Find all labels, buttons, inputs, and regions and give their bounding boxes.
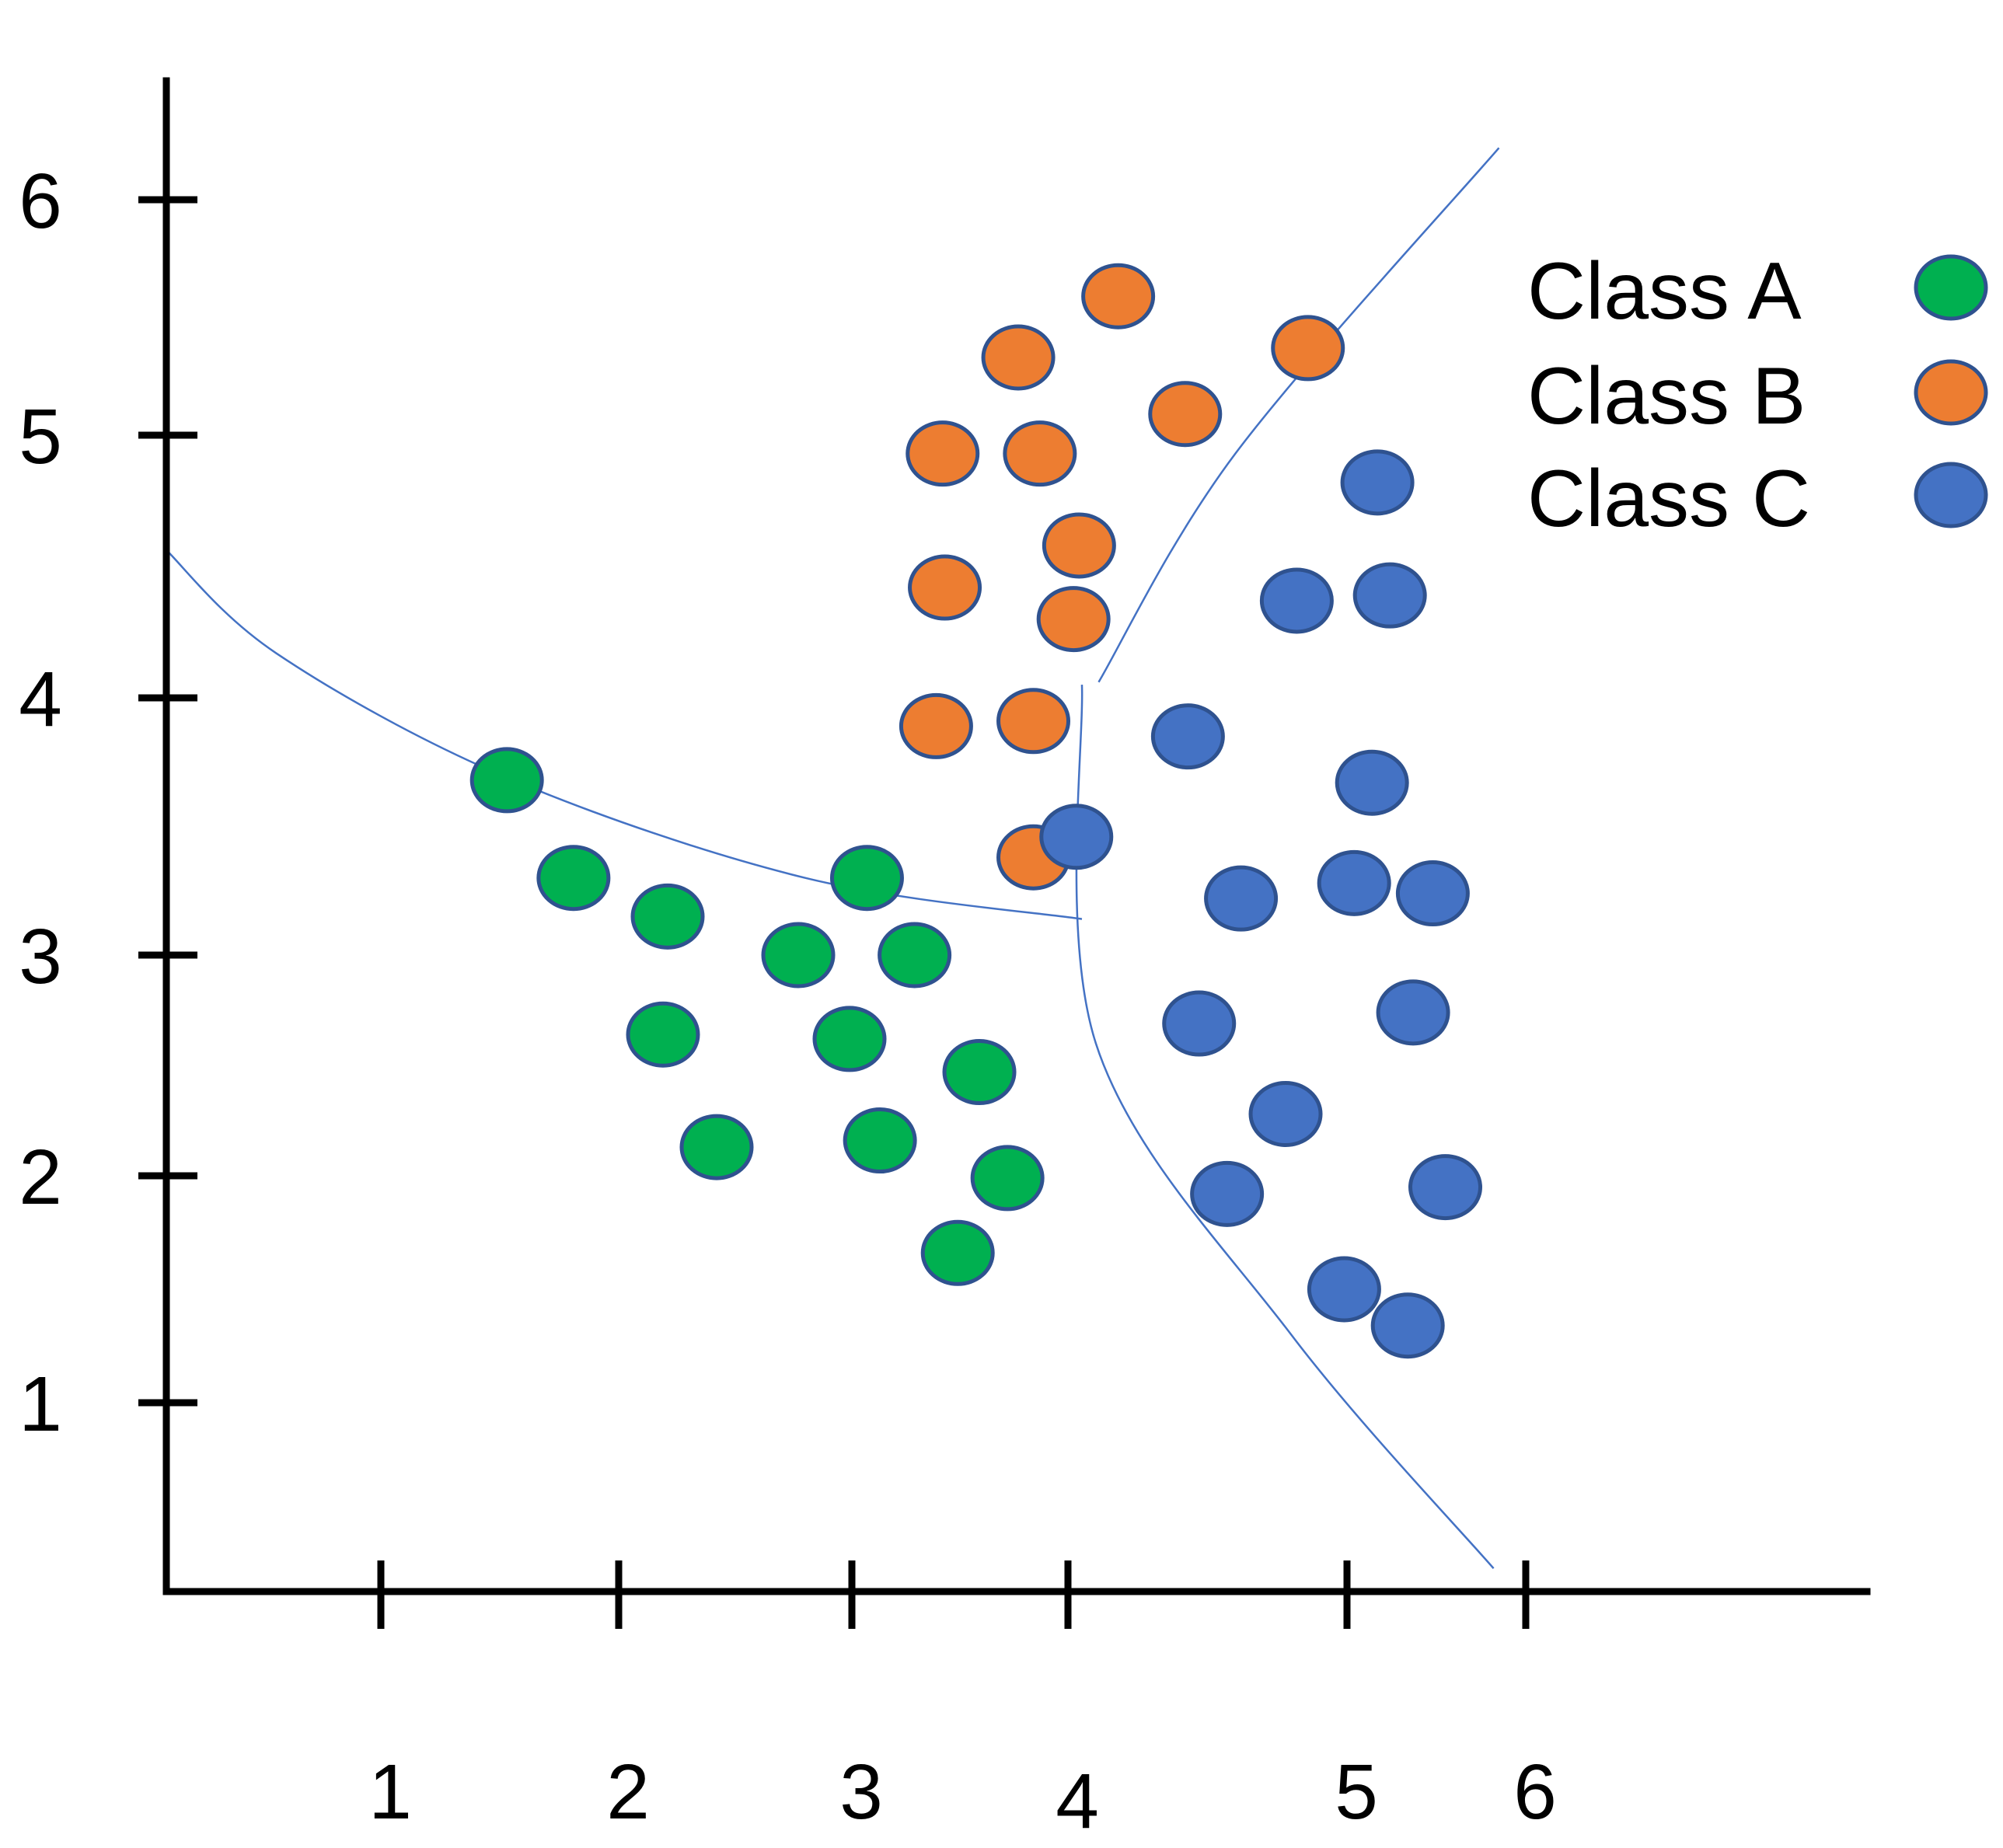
legend: Class A Class B Class C [1527,246,1988,544]
decision-boundary [1097,147,1500,683]
class-b-point [1271,315,1345,382]
legend-marker-class-a [1914,254,1988,321]
class-c-point [1395,860,1470,927]
y-tick-label: 3 [19,913,62,1000]
axis-ticks: 1 2 3 4 5 6 1 2 3 4 5 6 [19,158,1557,1845]
class-a-point [878,922,952,989]
x-tick-label: 2 [606,1749,650,1836]
class-a-point [469,747,544,814]
class-a-point [843,1107,917,1174]
class-a-point [630,883,705,950]
y-tick-label: 6 [19,158,62,245]
class-b-point [1081,263,1156,330]
class-b-point [906,420,980,487]
class-c-point [1408,1154,1482,1221]
class-a-point [812,1006,887,1072]
class-c-point [1204,865,1279,932]
class-a-point [761,922,836,989]
x-tick-label: 4 [1056,1758,1099,1845]
class-c-point [1162,990,1237,1057]
legend-label-class-b: Class B [1527,351,1806,441]
class-a-point [920,1219,995,1286]
x-tick-label: 6 [1513,1749,1557,1836]
class-b-point [908,554,982,621]
class-b-point [1042,512,1116,579]
class-a-point [679,1114,754,1180]
class-b-point [996,688,1071,755]
legend-marker-class-c [1914,462,1988,528]
class-c-point [1335,749,1409,816]
x-tick-label: 1 [368,1749,412,1836]
class-c-point [1352,562,1427,629]
y-tick-label: 5 [19,393,62,480]
y-tick-label: 4 [19,656,62,743]
x-tick-label: 5 [1335,1749,1378,1836]
class-c-point [1317,849,1391,916]
class-a-point [942,1039,1017,1106]
class-c-point [1039,804,1114,870]
class-c-point [1248,1080,1323,1147]
class-c-point [1259,567,1334,634]
class-c-point [1376,979,1450,1046]
data-points [469,263,1482,1359]
class-b-point [1148,381,1223,448]
legend-label-class-c: Class C [1527,454,1810,544]
legend-marker-class-b [1914,359,1988,426]
class-b-point [981,324,1056,391]
class-c-point [1307,1256,1381,1323]
class-b-point [1036,586,1111,653]
class-c-point [1370,1292,1445,1359]
y-tick-label: 1 [19,1361,62,1448]
legend-label-class-a: Class A [1527,246,1802,336]
x-tick-label: 3 [839,1749,883,1836]
class-c-point [1340,449,1415,516]
class-a-point [970,1145,1045,1212]
class-b-point [899,692,973,759]
class-a-point [626,1001,700,1068]
class-b-point [1003,420,1077,487]
class-a-point [536,845,611,912]
class-a-point [829,845,904,912]
y-tick-label: 2 [19,1134,62,1221]
class-c-point [1150,703,1225,770]
class-c-point [1190,1160,1265,1227]
